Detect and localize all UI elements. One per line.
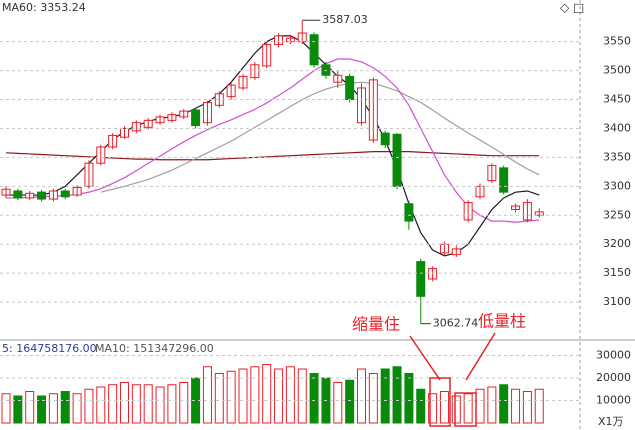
volume-bar: [392, 366, 402, 424]
header: MA60: 3353.24: [2, 1, 86, 14]
volume-ma10: MA10: 151347296.00: [95, 342, 214, 355]
volume-bar: [72, 393, 82, 424]
volume-bar: [439, 391, 449, 424]
volume-bar: [534, 388, 544, 424]
volume-bar: [274, 368, 284, 424]
volume-bar: [143, 384, 153, 424]
volume-bar: [48, 393, 58, 424]
volume-bar: [13, 395, 23, 424]
high-label: 3587.03: [322, 13, 368, 26]
volume-bar: [368, 373, 378, 424]
volume-bar: [60, 391, 70, 424]
volume-bar: [333, 382, 343, 424]
volume-bar: [25, 391, 35, 424]
y-tick-label: 3100: [603, 295, 631, 308]
volume-bar: [226, 370, 236, 424]
volume-bar: [511, 388, 521, 424]
volume-bar: [155, 386, 165, 424]
volume-bar: [499, 384, 509, 424]
y-tick-label: 10000: [596, 394, 631, 407]
y-tick-label: 30000: [596, 349, 631, 362]
volume-bar: [428, 393, 438, 424]
volume-bar: [297, 368, 307, 424]
y-tick-label: 3400: [603, 121, 631, 134]
volume-bar: [131, 384, 141, 424]
y-tick-label: 3550: [603, 35, 631, 48]
volume-bar: [475, 388, 485, 424]
volume-bar: [487, 386, 497, 424]
volume-bar: [96, 386, 106, 424]
volume-bar: [238, 368, 248, 424]
volume-bar: [108, 384, 118, 424]
volume-bar: [1, 393, 11, 424]
volume-unit: X1万: [598, 415, 624, 428]
volume-bar: [179, 382, 189, 424]
volume-bar: [285, 366, 295, 424]
low-label: 3062.74: [433, 317, 479, 330]
icons: ◇ □: [560, 1, 584, 15]
volume-bar: [262, 364, 272, 424]
volume-bar: [463, 393, 473, 424]
annotation: 低量柱: [478, 312, 526, 331]
volume-bar: [214, 373, 224, 424]
volume-bar: [84, 388, 94, 424]
ma-line: [100, 81, 540, 193]
ma-line: [6, 58, 540, 223]
volume-bar: [250, 366, 260, 424]
volume-bar: [357, 368, 366, 424]
volume-bar: [345, 379, 355, 424]
y-tick-label: 20000: [596, 371, 631, 384]
ma-line: [5, 151, 540, 161]
ma-line: [6, 35, 540, 257]
y-tick-label: 3150: [603, 266, 631, 279]
y-tick-label: 3350: [603, 150, 631, 163]
volume-ma5: 5: 164758176.00: [2, 342, 97, 355]
volume-bar: [404, 373, 414, 424]
volume-bar: [37, 395, 47, 424]
volume-bar: [522, 391, 532, 424]
volume-bar: [309, 373, 319, 424]
volume-bar: [120, 382, 129, 424]
y-tick-label: 3200: [603, 237, 631, 250]
y-tick-label: 3250: [603, 208, 631, 221]
y-tick-label: 3450: [603, 93, 631, 106]
y-tick-label: 3300: [603, 179, 631, 192]
volume-bar: [380, 368, 390, 424]
volume-bar: [202, 366, 212, 424]
volume-bar: [451, 395, 461, 424]
y-tick-label: 3500: [603, 64, 631, 77]
volume-bar: [416, 388, 426, 424]
annotation-arrows: [409, 332, 496, 427]
annotation: 缩量住: [352, 315, 400, 334]
volume-bar: [167, 384, 177, 424]
